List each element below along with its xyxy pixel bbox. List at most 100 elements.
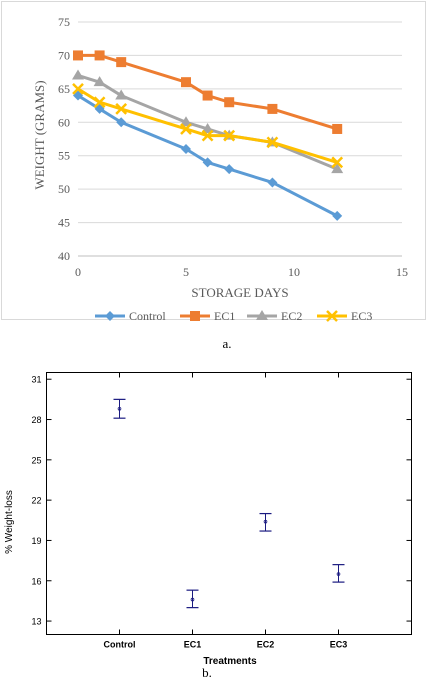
x-tick-label-10: 10 bbox=[288, 265, 300, 279]
series-line-control bbox=[77, 94, 338, 218]
legend-marker-ec3 bbox=[326, 310, 338, 322]
point-control-5 bbox=[181, 144, 191, 155]
point-ec1-7 bbox=[224, 97, 235, 108]
mean-point-control bbox=[117, 406, 122, 411]
legend-marker-ec1 bbox=[190, 311, 200, 321]
chart-a-x-tick-labels: 0 5 10 15 bbox=[75, 265, 408, 279]
y-tick-label-16: 16 bbox=[31, 576, 41, 586]
point-ec3-5 bbox=[180, 123, 192, 135]
errorbar-ec2 bbox=[259, 512, 272, 532]
y-tick-label-25: 25 bbox=[31, 455, 41, 465]
legend-item-ec3: EC3 bbox=[317, 309, 372, 323]
legend-marker-ec3-stroke-2 bbox=[326, 310, 338, 322]
point-ec3-7 bbox=[223, 129, 236, 142]
chart-b-y-axis-label: % Weight-loss bbox=[4, 490, 15, 554]
x-tick-label-ec2: EC2 bbox=[257, 640, 275, 650]
chart-a-legend: Control EC1 EC2 EC3 bbox=[95, 309, 372, 323]
point-control-6 bbox=[202, 157, 213, 168]
point-control-9 bbox=[267, 177, 278, 188]
chart-a-caption: a. bbox=[222, 336, 231, 351]
point-ec3-6 bbox=[201, 129, 214, 142]
legend-item-control: Control bbox=[95, 309, 166, 323]
chart-a-gridlines bbox=[78, 21, 402, 257]
chart-a-y-tick-labels: 40 45 50 55 60 65 70 75 bbox=[58, 15, 70, 263]
point-ec3-0-stroke-2 bbox=[72, 82, 84, 95]
y-tick-label-28: 28 bbox=[31, 415, 41, 425]
chart-b-y-ticks: 13 16 19 22 25 28 31 bbox=[31, 375, 412, 627]
y-tick-label-60: 60 bbox=[58, 115, 70, 129]
point-ec1-6 bbox=[202, 90, 213, 101]
x-tick-label-0: 0 bbox=[75, 265, 81, 279]
legend-label-ec3: EC3 bbox=[351, 309, 372, 323]
series-line-ec3 bbox=[77, 87, 338, 164]
y-tick-label-55: 55 bbox=[58, 149, 70, 163]
point-ec3-7-stroke-2 bbox=[223, 129, 236, 142]
y-tick-label-65: 65 bbox=[58, 82, 70, 96]
y-tick-label-13: 13 bbox=[31, 617, 41, 627]
point-ec1-2 bbox=[116, 57, 127, 68]
point-ec1-5 bbox=[181, 77, 191, 88]
x-tick-label-5: 5 bbox=[183, 265, 189, 279]
point-ec3-9-stroke-2 bbox=[266, 136, 279, 149]
point-ec2-6 bbox=[201, 122, 214, 133]
y-tick-label-40: 40 bbox=[58, 249, 70, 263]
series-ec1 bbox=[73, 50, 343, 134]
point-ec2-1 bbox=[93, 76, 106, 87]
chart-b-weight-loss-errorbar-chart: 13 16 19 22 25 28 31 Control EC1 EC2 EC3 % Weight… bbox=[4, 372, 412, 680]
errorbar-ec3 bbox=[332, 564, 345, 583]
point-control-2 bbox=[116, 117, 127, 128]
legend-item-ec1: EC1 bbox=[180, 309, 235, 323]
point-ec1-9 bbox=[267, 103, 278, 114]
y-tick-label-22: 22 bbox=[31, 496, 41, 506]
chart-b-plot-frame bbox=[46, 372, 412, 635]
y-tick-label-19: 19 bbox=[31, 536, 41, 546]
point-ec3-9 bbox=[266, 136, 279, 149]
point-ec2-12 bbox=[331, 163, 344, 174]
y-tick-label-70: 70 bbox=[58, 48, 70, 62]
point-ec2-2 bbox=[115, 89, 128, 100]
series-control bbox=[73, 90, 343, 221]
point-ec3-2 bbox=[115, 103, 128, 115]
point-ec2-5 bbox=[180, 116, 192, 127]
chart-a-frame bbox=[1, 1, 426, 320]
point-ec3-5-stroke-2 bbox=[180, 123, 192, 135]
x-tick-label-15: 15 bbox=[396, 265, 408, 279]
legend-label-ec1: EC1 bbox=[214, 309, 235, 323]
point-ec1-1 bbox=[94, 50, 105, 61]
point-ec3-0 bbox=[72, 82, 84, 95]
legend-marker-ec2 bbox=[256, 310, 268, 320]
point-ec1-0 bbox=[73, 50, 83, 61]
chart-a-x-axis-label: STORAGE DAYS bbox=[191, 285, 288, 300]
mean-point-ec3 bbox=[336, 572, 341, 576]
x-tick-label-control: Control bbox=[104, 640, 136, 650]
legend-label-ec2: EC2 bbox=[281, 309, 302, 323]
point-ec3-12 bbox=[331, 156, 344, 169]
point-ec3-6-stroke-2 bbox=[201, 129, 214, 142]
chart-b-points bbox=[113, 398, 345, 609]
chart-a-series bbox=[72, 50, 344, 221]
point-ec3-12-stroke-2 bbox=[331, 156, 344, 169]
legend-label-control: Control bbox=[129, 309, 166, 323]
chart-a-y-axis-label: WEIGHT (GRAMS) bbox=[32, 80, 47, 189]
legend-marker-control bbox=[105, 311, 115, 321]
y-tick-label-50: 50 bbox=[58, 182, 70, 196]
chart-b-x-axis-label: Treatments bbox=[203, 656, 257, 667]
point-control-7 bbox=[224, 164, 235, 175]
y-tick-label-45: 45 bbox=[58, 216, 70, 230]
mean-point-ec1 bbox=[190, 597, 195, 602]
legend-item-ec2: EC2 bbox=[247, 309, 302, 323]
point-ec1-12 bbox=[332, 123, 343, 134]
x-tick-label-ec1: EC1 bbox=[184, 640, 202, 650]
errorbar-ec1 bbox=[186, 589, 199, 609]
x-tick-label-ec3: EC3 bbox=[330, 640, 348, 650]
point-ec3-1 bbox=[93, 96, 106, 109]
y-tick-label-75: 75 bbox=[58, 15, 70, 29]
chart-b-x-ticks: Control EC1 EC2 EC3 bbox=[104, 372, 348, 650]
errorbar-control bbox=[113, 398, 126, 419]
point-ec3-1-stroke-2 bbox=[93, 96, 106, 109]
mean-point-ec2 bbox=[263, 519, 268, 524]
chart-a-weight-line-chart: 40 45 50 55 60 65 70 75 0 5 10 15 STORAGE DAYS WEI… bbox=[1, 1, 426, 351]
series-ec3 bbox=[72, 82, 344, 169]
chart-b-caption: b. bbox=[202, 665, 212, 680]
point-control-12 bbox=[332, 210, 343, 221]
